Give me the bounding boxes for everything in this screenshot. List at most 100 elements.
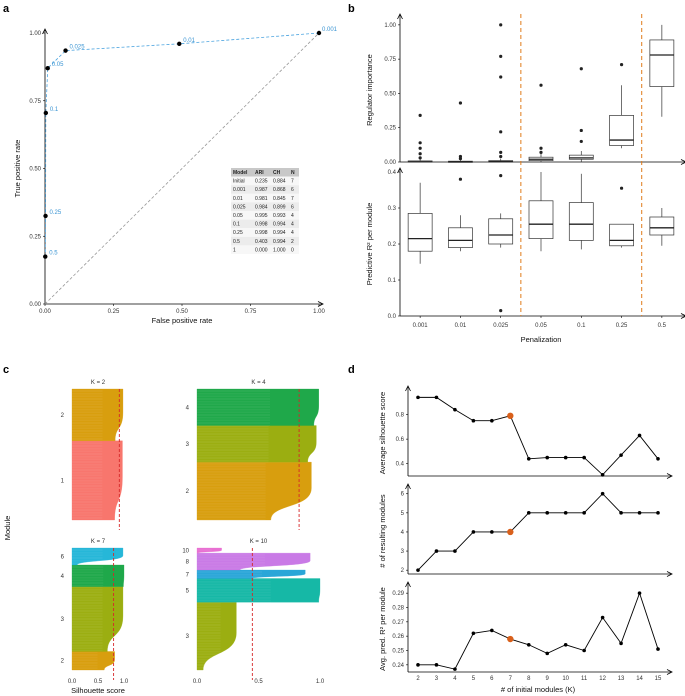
silhouette-panel-title: K = 7 [91,539,106,545]
panel-label-c: c [3,364,9,376]
roc-point [177,41,182,47]
importance-outlier [579,128,583,133]
table-cell: 0.884 [273,179,286,185]
table-cell: 7 [291,196,294,202]
y-axis-title: # of resulting modules [378,494,387,568]
table-cell: 0.981 [255,196,268,202]
importance-y-tick-label: 0.75 [384,57,396,63]
importance-outlier [418,156,422,160]
table-cell: 0.994 [273,230,286,236]
panel-label-d: d [348,364,355,376]
importance-outlier [458,154,463,159]
y-tick-label: 0.26 [392,634,404,640]
series-line [417,493,658,571]
importance-outlier [499,154,503,159]
roc-point [63,48,68,53]
x-tick-label: 0.0 [193,679,202,685]
roc-point [43,213,48,219]
table-cell: 2 [291,239,294,245]
roc-x-arrow [317,301,324,307]
silhouette-cluster-band [71,440,123,521]
series-point [582,648,586,653]
table-row [231,236,299,246]
x-tick-label: 0.5 [94,679,103,685]
importance-box [609,115,634,146]
silhouette-cluster-band [71,651,115,671]
table-row [231,228,299,237]
x-axis-title: False positive rate [152,316,213,325]
r2-box [609,223,634,247]
x-tick-label: 15 [655,676,662,682]
roc-panel: 0.00 0.25 0.50 0.75 1.000.000.250.500.751.00… [13,27,338,325]
module-label: 7 [186,572,190,578]
series-point [563,511,568,515]
series-point [526,642,531,647]
y-tick-label: 6 [401,492,405,498]
roc-point-label: 0.25 [50,210,62,216]
silhouette-cluster-band [196,602,237,671]
y-tick-label: 2 [401,568,405,574]
table-cell: Initial [233,179,245,185]
x-tick-label: 10 [562,676,569,682]
importance-box [649,39,675,87]
table-cell: 0.984 [255,204,268,210]
y-tick-label: 0.00 [29,302,41,308]
y-tick-label: 0.24 [392,663,404,669]
y-tick-label: 0.25 [29,234,41,240]
x-axis-title: # of initial modules (K) [501,685,576,694]
table-row [231,202,299,211]
module-label: 4 [61,574,65,580]
importance-outlier [458,101,463,105]
x-tick-label: 7 [509,676,513,682]
importance-y-tick-label: 0.25 [384,126,396,132]
series-point [471,530,476,534]
y-tick-label: 0.8 [396,413,405,419]
importance-outlier [579,67,583,71]
r2-y-tick-label: 0.1 [388,278,397,284]
table-cell: 0 [291,247,294,253]
table-row [231,211,299,220]
silhouette-panel-title: K = 2 [91,380,106,386]
table-cell: 0.001 [233,187,246,193]
series-point [656,511,660,515]
importance-outlier [418,146,422,150]
table-header-bg [231,168,299,177]
series-point [526,511,531,515]
table-cell: 0.994 [273,222,286,228]
x-tick-label: 0.00 [39,309,51,315]
silhouette-cluster-band [196,388,319,426]
series-point [619,511,623,515]
x-tick-label: 0.25 [616,323,628,329]
table-row [231,193,299,203]
r2-y-tick-label: 0.4 [388,170,397,176]
series-point [545,651,550,656]
series-point [434,395,439,400]
x-axis-title: Silhouette score [71,686,125,695]
silhouette-cluster-band [196,547,222,554]
table-cell: 0.05 [233,213,243,219]
series-point [545,511,550,515]
table-cell: 1.000 [273,247,286,253]
importance-outlier [418,113,422,117]
table-cell: 0.868 [273,187,286,193]
x-tick-label: 0.0 [68,679,77,685]
importance-y-arrow [397,13,403,20]
series-point [600,491,605,496]
module-label: 3 [61,617,65,623]
series-line [418,396,659,476]
r2-box [407,213,433,252]
series-point [656,647,660,651]
series-point [416,395,420,400]
series-point [490,418,494,423]
importance-y-tick-label: 1.00 [384,23,396,29]
silhouette-cluster-band [71,586,124,652]
series-point [471,418,476,423]
table-cell: 6 [291,187,294,193]
table-row [231,219,299,229]
series-point [471,631,476,636]
series-point [600,472,605,477]
x-tick-label: 0.025 [493,323,509,329]
x-tick-label: 11 [581,676,588,682]
x-tick-label: 3 [435,676,439,682]
